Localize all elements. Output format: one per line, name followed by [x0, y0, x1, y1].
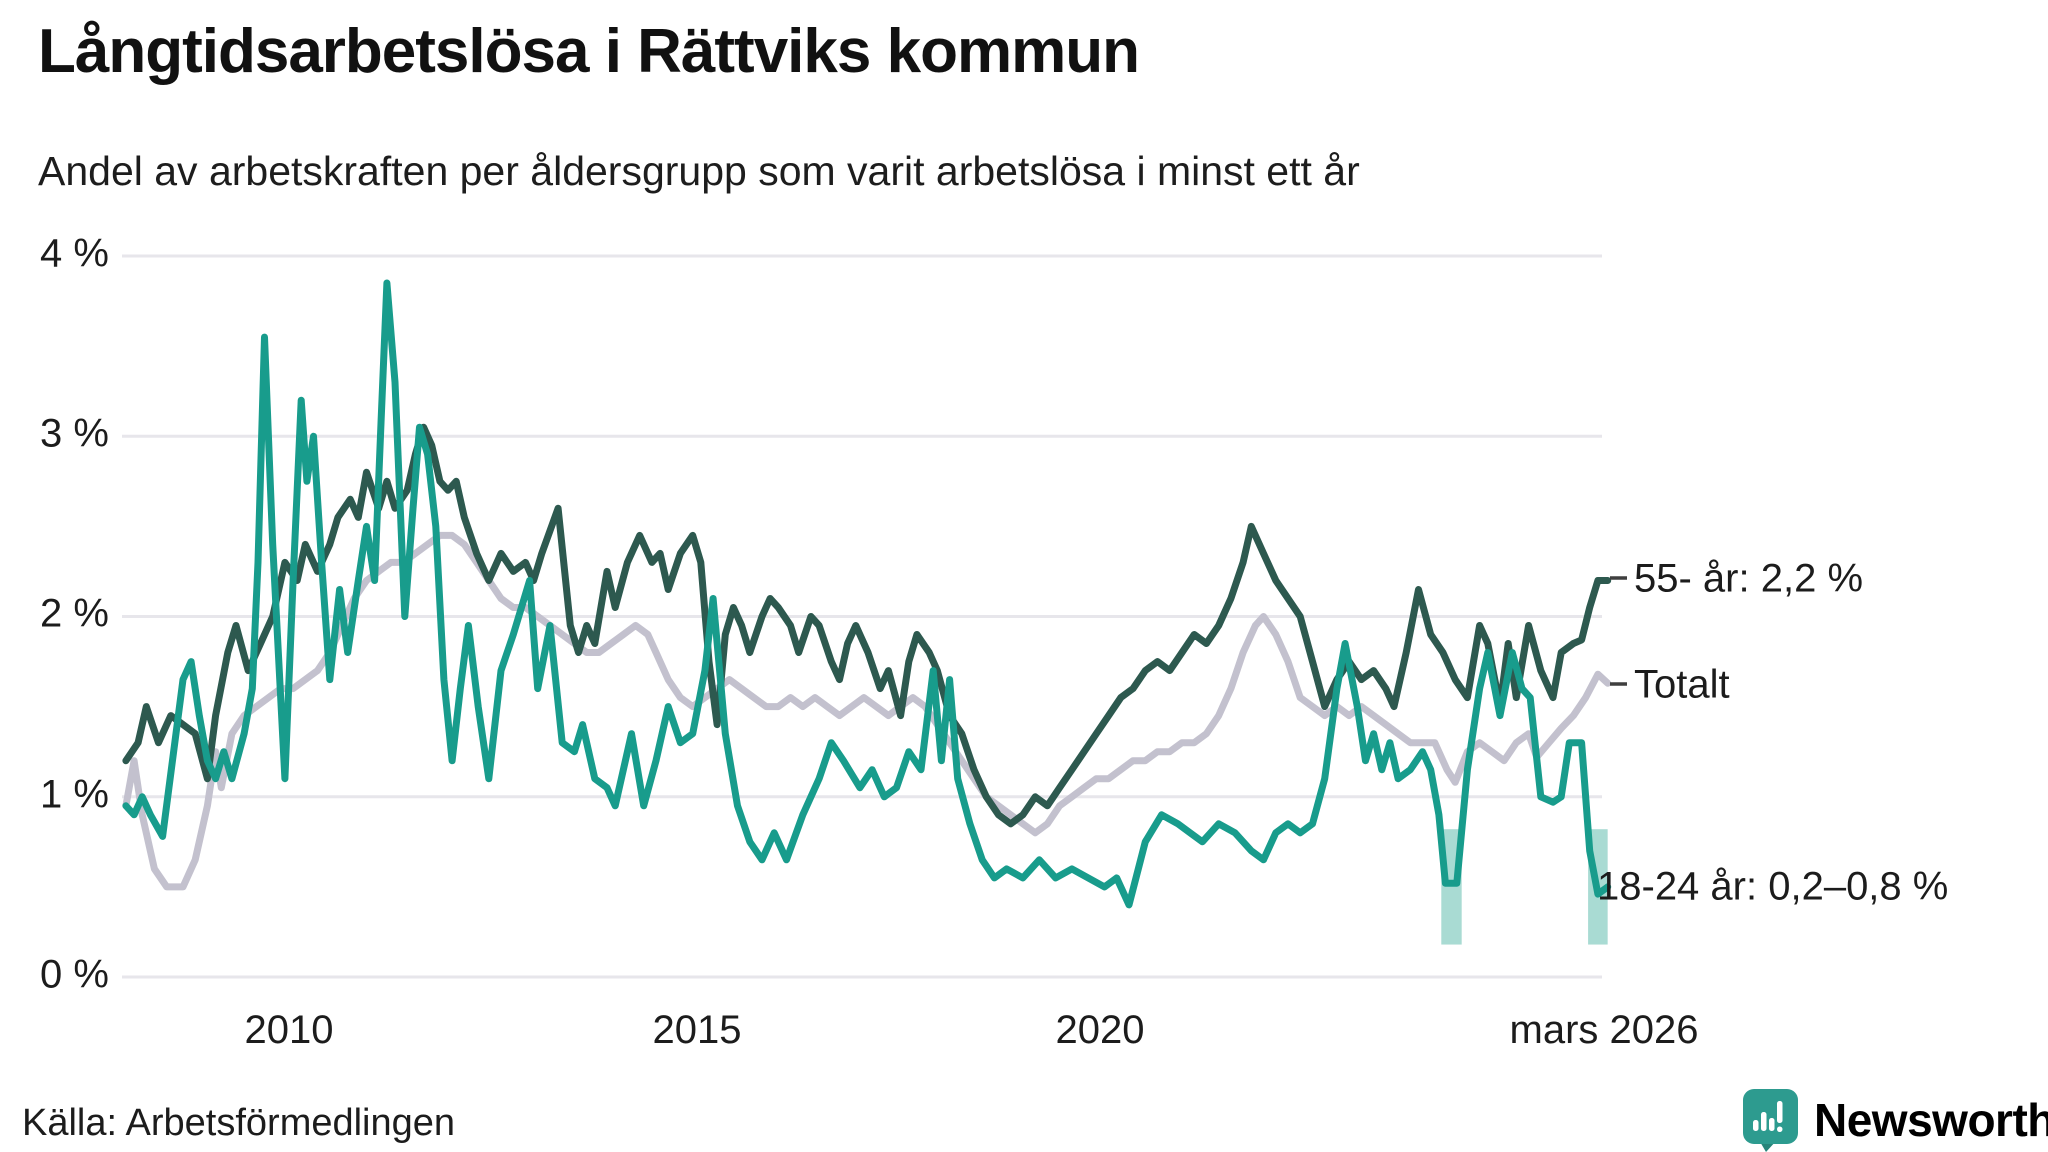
x-tick-2020: 2020 — [1055, 1008, 1145, 1052]
exclamation-dot — [1777, 1126, 1783, 1132]
page-subtitle: Andel av arbetskraften per åldersgrupp s… — [38, 148, 1360, 194]
brand-logo: Newsworthy — [1742, 1088, 2048, 1152]
bar-2 — [1761, 1112, 1767, 1131]
page-title: Långtidsarbetslösa i Rättviks kommun — [38, 17, 1140, 86]
y-tick-1: 1 % — [40, 772, 109, 817]
brand-wordmark: Newsworthy — [1814, 1094, 2048, 1146]
annotation-18-24: 18-24 år: 0,2–0,8 % — [1597, 864, 1949, 909]
series-line-totalt — [122, 531, 1612, 891]
y-tick-3: 3 % — [40, 411, 109, 456]
x-tick-mars-2026: mars 2026 — [1509, 1008, 1699, 1052]
newsworthy-icon — [1743, 1089, 1798, 1152]
series-line-18-24-r — [122, 279, 1612, 909]
speech-bubble — [1743, 1089, 1798, 1144]
bar-3 — [1769, 1118, 1775, 1131]
x-tick-2015: 2015 — [652, 1008, 742, 1052]
source-note: Källa: Arbetsförmedlingen — [22, 1102, 456, 1144]
y-tick-4: 4 % — [40, 231, 109, 276]
annotation-totalt: Totalt — [1634, 662, 1730, 707]
annotation-55-plus: 55- år: 2,2 % — [1634, 556, 1864, 601]
y-tick-0: 0 % — [40, 952, 109, 997]
exclamation-bar — [1777, 1101, 1783, 1123]
x-tick-2010: 2010 — [244, 1008, 334, 1052]
y-tick-2: 2 % — [40, 591, 109, 636]
bar-1 — [1753, 1120, 1759, 1131]
